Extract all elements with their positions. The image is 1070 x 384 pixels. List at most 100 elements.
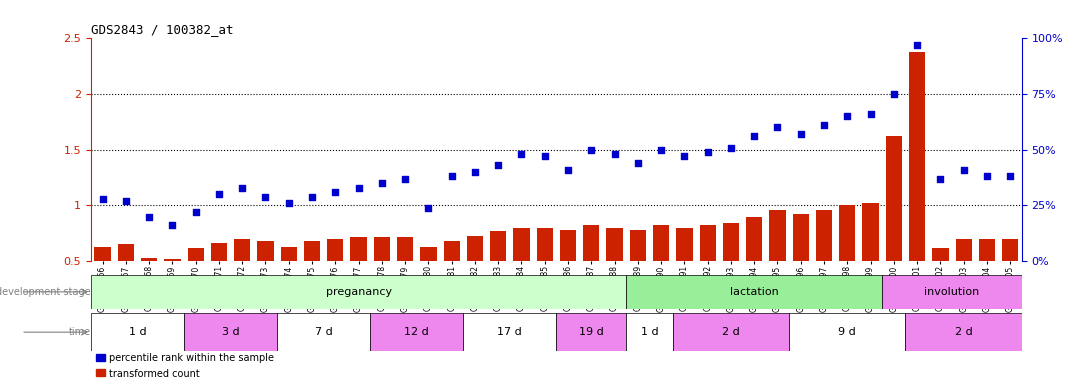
Text: percentile rank within the sample: percentile rank within the sample <box>109 353 274 363</box>
Point <box>211 191 228 197</box>
Point <box>397 175 414 182</box>
Bar <box>839 205 855 261</box>
Point <box>629 160 646 166</box>
Text: 1 d: 1 d <box>641 327 658 337</box>
Text: 3 d: 3 d <box>221 327 240 337</box>
Bar <box>370 313 463 351</box>
Text: development stage: development stage <box>0 287 91 297</box>
Point <box>118 198 135 204</box>
Bar <box>463 313 556 351</box>
Point <box>326 189 343 195</box>
Bar <box>91 313 184 351</box>
Point <box>1002 174 1019 180</box>
Point <box>187 209 204 215</box>
Point <box>164 222 181 228</box>
Bar <box>91 275 626 309</box>
Bar <box>1003 239 1019 261</box>
Bar <box>397 237 413 261</box>
Text: transformed count: transformed count <box>109 369 200 379</box>
Bar <box>793 214 809 261</box>
Point <box>746 133 763 139</box>
Bar <box>327 239 343 261</box>
Point <box>536 153 553 159</box>
Bar <box>769 210 785 261</box>
Text: 2 d: 2 d <box>722 327 739 337</box>
Bar <box>467 235 483 261</box>
Point <box>490 162 507 169</box>
Text: 1 d: 1 d <box>128 327 147 337</box>
Bar <box>676 228 692 261</box>
Bar <box>184 313 277 351</box>
Text: 12 d: 12 d <box>404 327 429 337</box>
Bar <box>258 241 274 261</box>
Text: involution: involution <box>924 287 980 297</box>
Bar <box>790 313 905 351</box>
Point <box>885 91 902 97</box>
Bar <box>816 210 832 261</box>
Bar <box>165 259 181 261</box>
Bar <box>556 313 626 351</box>
Bar <box>537 228 553 261</box>
Bar <box>421 247 437 261</box>
Point <box>560 167 577 173</box>
Bar <box>583 225 599 261</box>
Point <box>443 174 460 180</box>
Text: 9 d: 9 d <box>839 327 856 337</box>
Bar <box>910 52 926 261</box>
Bar <box>560 230 576 261</box>
Point <box>350 185 367 191</box>
Text: preganancy: preganancy <box>325 287 392 297</box>
Bar <box>882 275 1022 309</box>
Bar <box>862 203 878 261</box>
Point <box>956 167 973 173</box>
Point <box>373 180 391 186</box>
Point <box>676 153 693 159</box>
Point <box>792 131 809 137</box>
Bar <box>490 231 506 261</box>
Bar <box>351 237 367 261</box>
Point <box>978 174 995 180</box>
Bar <box>723 223 739 261</box>
Bar <box>141 258 157 261</box>
Point <box>699 149 716 155</box>
Bar <box>277 313 370 351</box>
Bar <box>280 247 296 261</box>
Bar <box>700 225 716 261</box>
Bar <box>514 228 530 261</box>
Text: GDS2843 / 100382_at: GDS2843 / 100382_at <box>91 23 233 36</box>
Point <box>862 111 880 117</box>
Point <box>513 151 530 157</box>
Bar <box>905 313 1022 351</box>
Bar <box>211 243 227 261</box>
Bar <box>932 248 948 261</box>
Point <box>839 113 856 119</box>
Bar <box>94 247 110 261</box>
Point <box>908 42 926 48</box>
Text: 19 d: 19 d <box>579 327 603 337</box>
Point <box>467 169 484 175</box>
Bar <box>304 241 320 261</box>
Point <box>419 205 437 211</box>
Bar <box>444 241 460 261</box>
Point <box>653 147 670 153</box>
Point <box>94 196 111 202</box>
Bar <box>607 228 623 261</box>
Point <box>769 124 786 131</box>
Point <box>932 175 949 182</box>
Text: 2 d: 2 d <box>954 327 973 337</box>
Point <box>280 200 297 206</box>
Bar <box>653 225 669 261</box>
Text: 17 d: 17 d <box>498 327 522 337</box>
Bar <box>626 275 882 309</box>
Bar <box>234 239 250 261</box>
Point <box>815 122 832 128</box>
Bar <box>886 136 902 261</box>
Point <box>722 144 739 151</box>
Point <box>606 151 623 157</box>
Point <box>304 194 321 200</box>
Point <box>140 214 157 220</box>
Bar <box>630 230 646 261</box>
Point <box>257 194 274 200</box>
Text: 7 d: 7 d <box>315 327 333 337</box>
Bar <box>746 217 762 261</box>
